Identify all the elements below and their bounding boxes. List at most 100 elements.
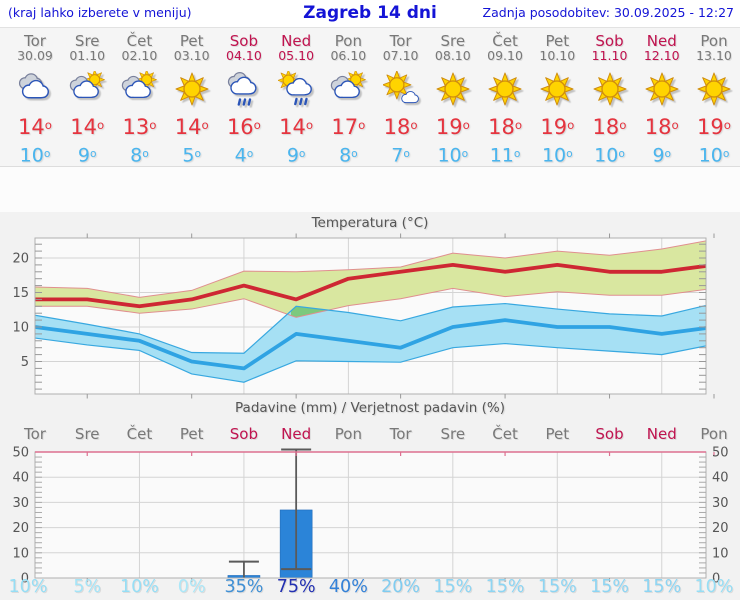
- precip-probability-label: 20%: [381, 577, 421, 597]
- precip-probability-label: 0%: [177, 577, 206, 597]
- day-column: Sob 04.10 16o 4o: [218, 28, 270, 166]
- last-update-text: Zadnja posodobitev: 30.09.2025 - 12:27: [482, 5, 734, 20]
- temperature-chart-title: Temperatura (°C): [311, 215, 429, 231]
- day-low-temp: 10o: [19, 144, 51, 167]
- day-date-label: 07.10: [382, 48, 419, 63]
- precipitation-chart: 0 0 10 10 20 20 30 30 40 40 50 50: [12, 446, 729, 587]
- svg-text:20: 20: [12, 252, 29, 267]
- svg-text:0: 0: [712, 572, 720, 587]
- svg-text:50: 50: [712, 446, 729, 461]
- sun-weather-icon: [644, 71, 680, 107]
- day-high-temp: 14o: [70, 114, 105, 139]
- day-column: Pet 03.10 14o 5o: [166, 28, 218, 166]
- day-date-label: 13.10: [696, 48, 732, 63]
- day-high-temp: 19o: [697, 114, 731, 139]
- day-high-temp: 18o: [383, 114, 418, 139]
- day-low-temp: 9o: [77, 144, 97, 167]
- svg-text:20: 20: [712, 521, 729, 536]
- svg-text:30: 30: [12, 496, 29, 511]
- day-low-temp: 4o: [234, 144, 254, 167]
- day-low-temp: 10o: [541, 144, 573, 167]
- day-date-label: 10.10: [539, 48, 576, 63]
- day-date-label: 12.10: [643, 48, 680, 63]
- day-date-label: 30.09: [17, 48, 53, 63]
- day-low-temp: 8o: [339, 144, 358, 167]
- day-column: Sre 01.10 14o 9o: [61, 28, 113, 166]
- precipitation-chart-title: Padavine (mm) / Verjetnost padavin (%): [235, 400, 505, 416]
- day-name-label: Tor: [24, 32, 46, 50]
- day-column: Tor 30.09 14o 10o: [9, 28, 61, 166]
- day-column: Pon 13.10 19o 10o: [688, 28, 740, 166]
- svg-text:30: 30: [712, 496, 729, 511]
- day-date-label: 09.10: [487, 48, 523, 63]
- day-name-label: Sre: [440, 32, 466, 50]
- day-name-label: Čet: [492, 32, 518, 50]
- precip-probability-label: 10%: [694, 577, 734, 597]
- day-low-temp: 8o: [130, 144, 149, 167]
- precip-probability-label: 10%: [8, 577, 48, 597]
- day-high-temp: 19o: [540, 114, 575, 139]
- day-high-temp: 13o: [122, 114, 157, 139]
- sun-rain-weather-icon: [278, 71, 314, 107]
- sun-weather-icon: [174, 71, 210, 107]
- precipitation-probability-row: 10% 5% 10% 0% 35% 75% 40% 20% 15% 15% 15% 15% 15% 10%: [0, 577, 740, 599]
- sun-weather-icon: [487, 71, 523, 107]
- svg-text:20: 20: [12, 521, 29, 536]
- day-low-temp: 7o: [391, 144, 410, 167]
- day-column: Pet 10.10 19o 10o: [531, 28, 583, 166]
- day-date-label: 01.10: [69, 48, 106, 63]
- day-date-label: 04.10: [226, 48, 262, 63]
- sun-weather-icon: [539, 71, 575, 107]
- day-name-label: Sre: [74, 32, 100, 50]
- temperature-chart: 5 10 15 20: [12, 233, 715, 399]
- day-low-temp: 9o: [286, 144, 306, 167]
- precip-day-label: Tor: [24, 425, 46, 443]
- day-name-label: Pet: [545, 32, 570, 50]
- day-column: Tor 07.10 18o 7o: [375, 28, 427, 166]
- day-name-label: Čet: [126, 32, 153, 50]
- precip-day-label: Čet: [126, 425, 153, 443]
- svg-text:10: 10: [712, 546, 729, 561]
- precip-day-label: Pon: [700, 425, 728, 443]
- day-column: Sre 08.10 19o 10o: [427, 28, 479, 166]
- day-low-temp: 10o: [594, 144, 625, 167]
- day-high-temp: 18o: [488, 114, 523, 139]
- day-high-temp: 14o: [18, 114, 52, 139]
- precip-day-label: Sre: [440, 425, 466, 443]
- precip-probability-label: 40%: [328, 577, 368, 597]
- svg-text:10: 10: [12, 546, 29, 561]
- location-menu-hint: (kraj lahko izberete v meniju): [8, 5, 192, 20]
- svg-text:5: 5: [21, 355, 29, 370]
- day-name-label: Ned: [646, 32, 677, 50]
- day-name-label: Ned: [281, 32, 312, 50]
- day-high-temp: 14o: [279, 114, 314, 139]
- spacer-strip: [0, 167, 740, 212]
- day-name-label: Pet: [179, 32, 204, 50]
- svg-text:50: 50: [12, 446, 29, 461]
- precip-day-label: Pon: [334, 425, 362, 443]
- sun-small-cloud-weather-icon: [383, 71, 419, 107]
- day-high-temp: 19o: [435, 114, 470, 139]
- svg-text:40: 40: [12, 471, 29, 486]
- day-column: Ned 05.10 14o 9o: [270, 28, 322, 166]
- sun-weather-icon: [592, 71, 628, 107]
- precip-day-label: Tor: [389, 425, 412, 443]
- svg-text:40: 40: [712, 471, 729, 486]
- day-date-label: 05.10: [278, 48, 315, 63]
- cloudy-weather-icon: [17, 71, 53, 107]
- day-low-temp: 10o: [698, 144, 730, 167]
- precip-probability-label: 15%: [590, 577, 629, 597]
- precip-day-label: Ned: [281, 425, 312, 443]
- day-low-temp: 9o: [652, 144, 672, 167]
- rain-weather-icon: [226, 71, 262, 107]
- sun-cloud-weather-icon: [121, 71, 157, 107]
- precip-probability-label: 5%: [73, 577, 102, 597]
- day-date-label: 03.10: [173, 48, 210, 63]
- precip-day-label: Pet: [179, 425, 204, 443]
- day-high-temp: 16o: [226, 114, 261, 139]
- svg-text:15: 15: [12, 286, 29, 301]
- header-bar: (kraj lahko izberete v meniju) Zagreb 14…: [0, 0, 740, 28]
- precipitation-day-labels: Tor Sre Čet Pet Sob Ned Pon Tor Sre Čet Pet Sob Ned P…: [0, 425, 740, 443]
- precip-day-label: Čet: [492, 425, 518, 443]
- day-name-label: Tor: [389, 32, 412, 50]
